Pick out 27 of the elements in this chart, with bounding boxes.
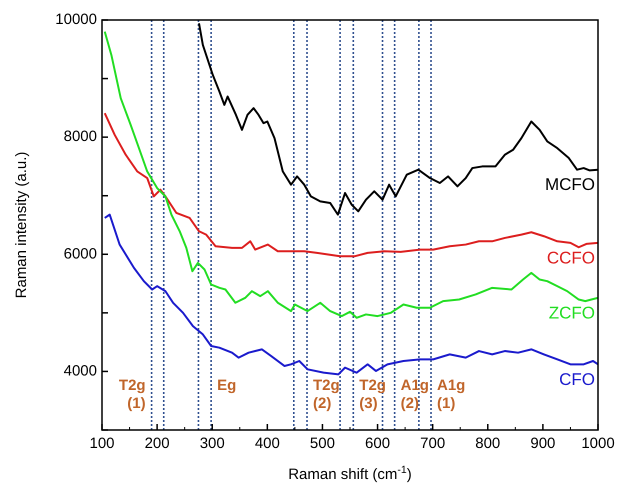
y-axis-title: Raman intensity (a.u.) [13,152,30,298]
x-tick-label: 800 [475,435,500,452]
x-tick-label: 700 [420,435,446,452]
x-tick-label: 600 [365,435,390,452]
ref-line-label: T2g (3) [359,377,386,412]
ref-line-label: A1g (1) [437,377,466,412]
x-axis-title: Raman shift (cm$^{-1}$) [288,464,412,483]
x-tick-label: 900 [530,435,556,452]
ref-line-label: A1g (2) [400,377,429,412]
x-tick-label: 500 [310,435,335,452]
y-tick-label: 10000 [55,10,97,28]
ref-line-label: T2g (1) [118,377,146,412]
x-tick-label: 200 [144,435,170,452]
y-tick-label: 8000 [64,128,97,146]
x-tick-label: 100 [89,435,115,452]
series-label: MCFO [544,175,595,194]
line-series [104,30,598,319]
x-tick-label: 300 [200,435,225,452]
series-label: CFO [559,370,595,389]
y-tick-label: 4000 [64,362,97,380]
ref-line-label: T2g (2) [313,377,340,412]
ref-line-label: Eg [217,377,236,394]
series-label: CCFO [546,248,595,268]
x-tick-label: 400 [254,435,280,452]
series-label: ZCFO [548,303,595,322]
x-tick-label: 1000 [581,435,615,452]
y-tick-label: 6000 [64,245,97,262]
